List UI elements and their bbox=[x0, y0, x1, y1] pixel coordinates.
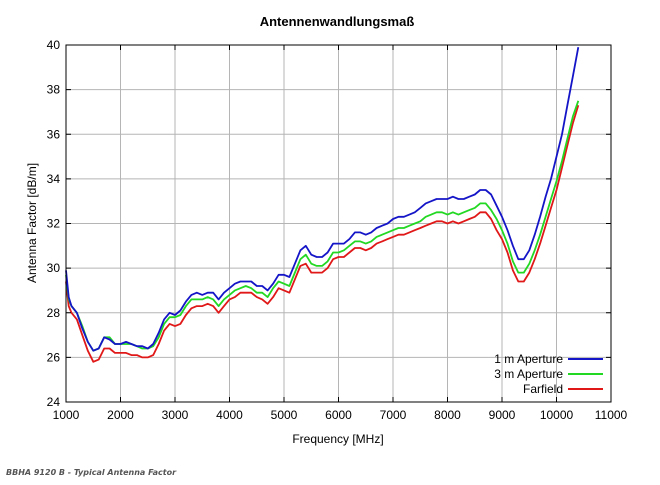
y-tick-label: 26 bbox=[47, 350, 61, 364]
y-tick-label: 30 bbox=[47, 261, 61, 275]
x-axis-ticks: 1000 2000 3000 4000 5000 6000 7000 8000 9000 1000… bbox=[53, 45, 628, 422]
y-tick-label: 38 bbox=[47, 83, 61, 97]
series-line-farfield bbox=[65, 104, 580, 363]
x-tick-label: 3000 bbox=[162, 408, 189, 422]
x-tick-label: 9000 bbox=[489, 408, 516, 422]
x-tick-label: 5000 bbox=[271, 408, 298, 422]
legend-item: 3 m Aperture bbox=[494, 367, 603, 381]
x-tick-label: 7000 bbox=[380, 408, 407, 422]
x-tick-label: 1000 bbox=[53, 408, 80, 422]
figure-caption: BBHA 9120 B - Typical Antenna Factor bbox=[6, 468, 177, 477]
x-tick-label: 2000 bbox=[107, 408, 134, 422]
x-tick-label: 8000 bbox=[434, 408, 461, 422]
y-tick-label: 40 bbox=[47, 38, 61, 52]
y-tick-label: 28 bbox=[47, 306, 61, 320]
series-line-1-m-aperture bbox=[65, 47, 580, 352]
y-tick-label: 24 bbox=[47, 395, 61, 409]
legend: 1 m Aperture 3 m Aperture Farfield bbox=[494, 352, 603, 396]
series-layer bbox=[65, 47, 580, 363]
y-axis-ticks: 24 26 28 30 32 34 36 38 40 bbox=[47, 38, 611, 409]
x-tick-label: 10000 bbox=[540, 408, 574, 422]
legend-item: 1 m Aperture bbox=[494, 352, 603, 366]
y-axis-label: Antenna Factor [dB/m] bbox=[25, 163, 39, 283]
x-tick-label: 6000 bbox=[325, 408, 352, 422]
y-tick-label: 34 bbox=[47, 172, 61, 186]
x-tick-label: 11000 bbox=[595, 408, 628, 422]
chart: Antennenwandlungsmaß 1000 2000 3000 4000 500… bbox=[25, 14, 628, 446]
chart-title: Antennenwandlungsmaß bbox=[260, 14, 415, 29]
legend-label: 1 m Aperture bbox=[494, 352, 563, 366]
y-tick-label: 32 bbox=[47, 217, 61, 231]
legend-label: Farfield bbox=[523, 382, 563, 396]
y-tick-label: 36 bbox=[47, 127, 61, 141]
x-tick-label: 4000 bbox=[216, 408, 243, 422]
legend-item: Farfield bbox=[523, 382, 603, 396]
x-axis-label: Frequency [MHz] bbox=[292, 432, 383, 446]
legend-label: 3 m Aperture bbox=[494, 367, 563, 381]
